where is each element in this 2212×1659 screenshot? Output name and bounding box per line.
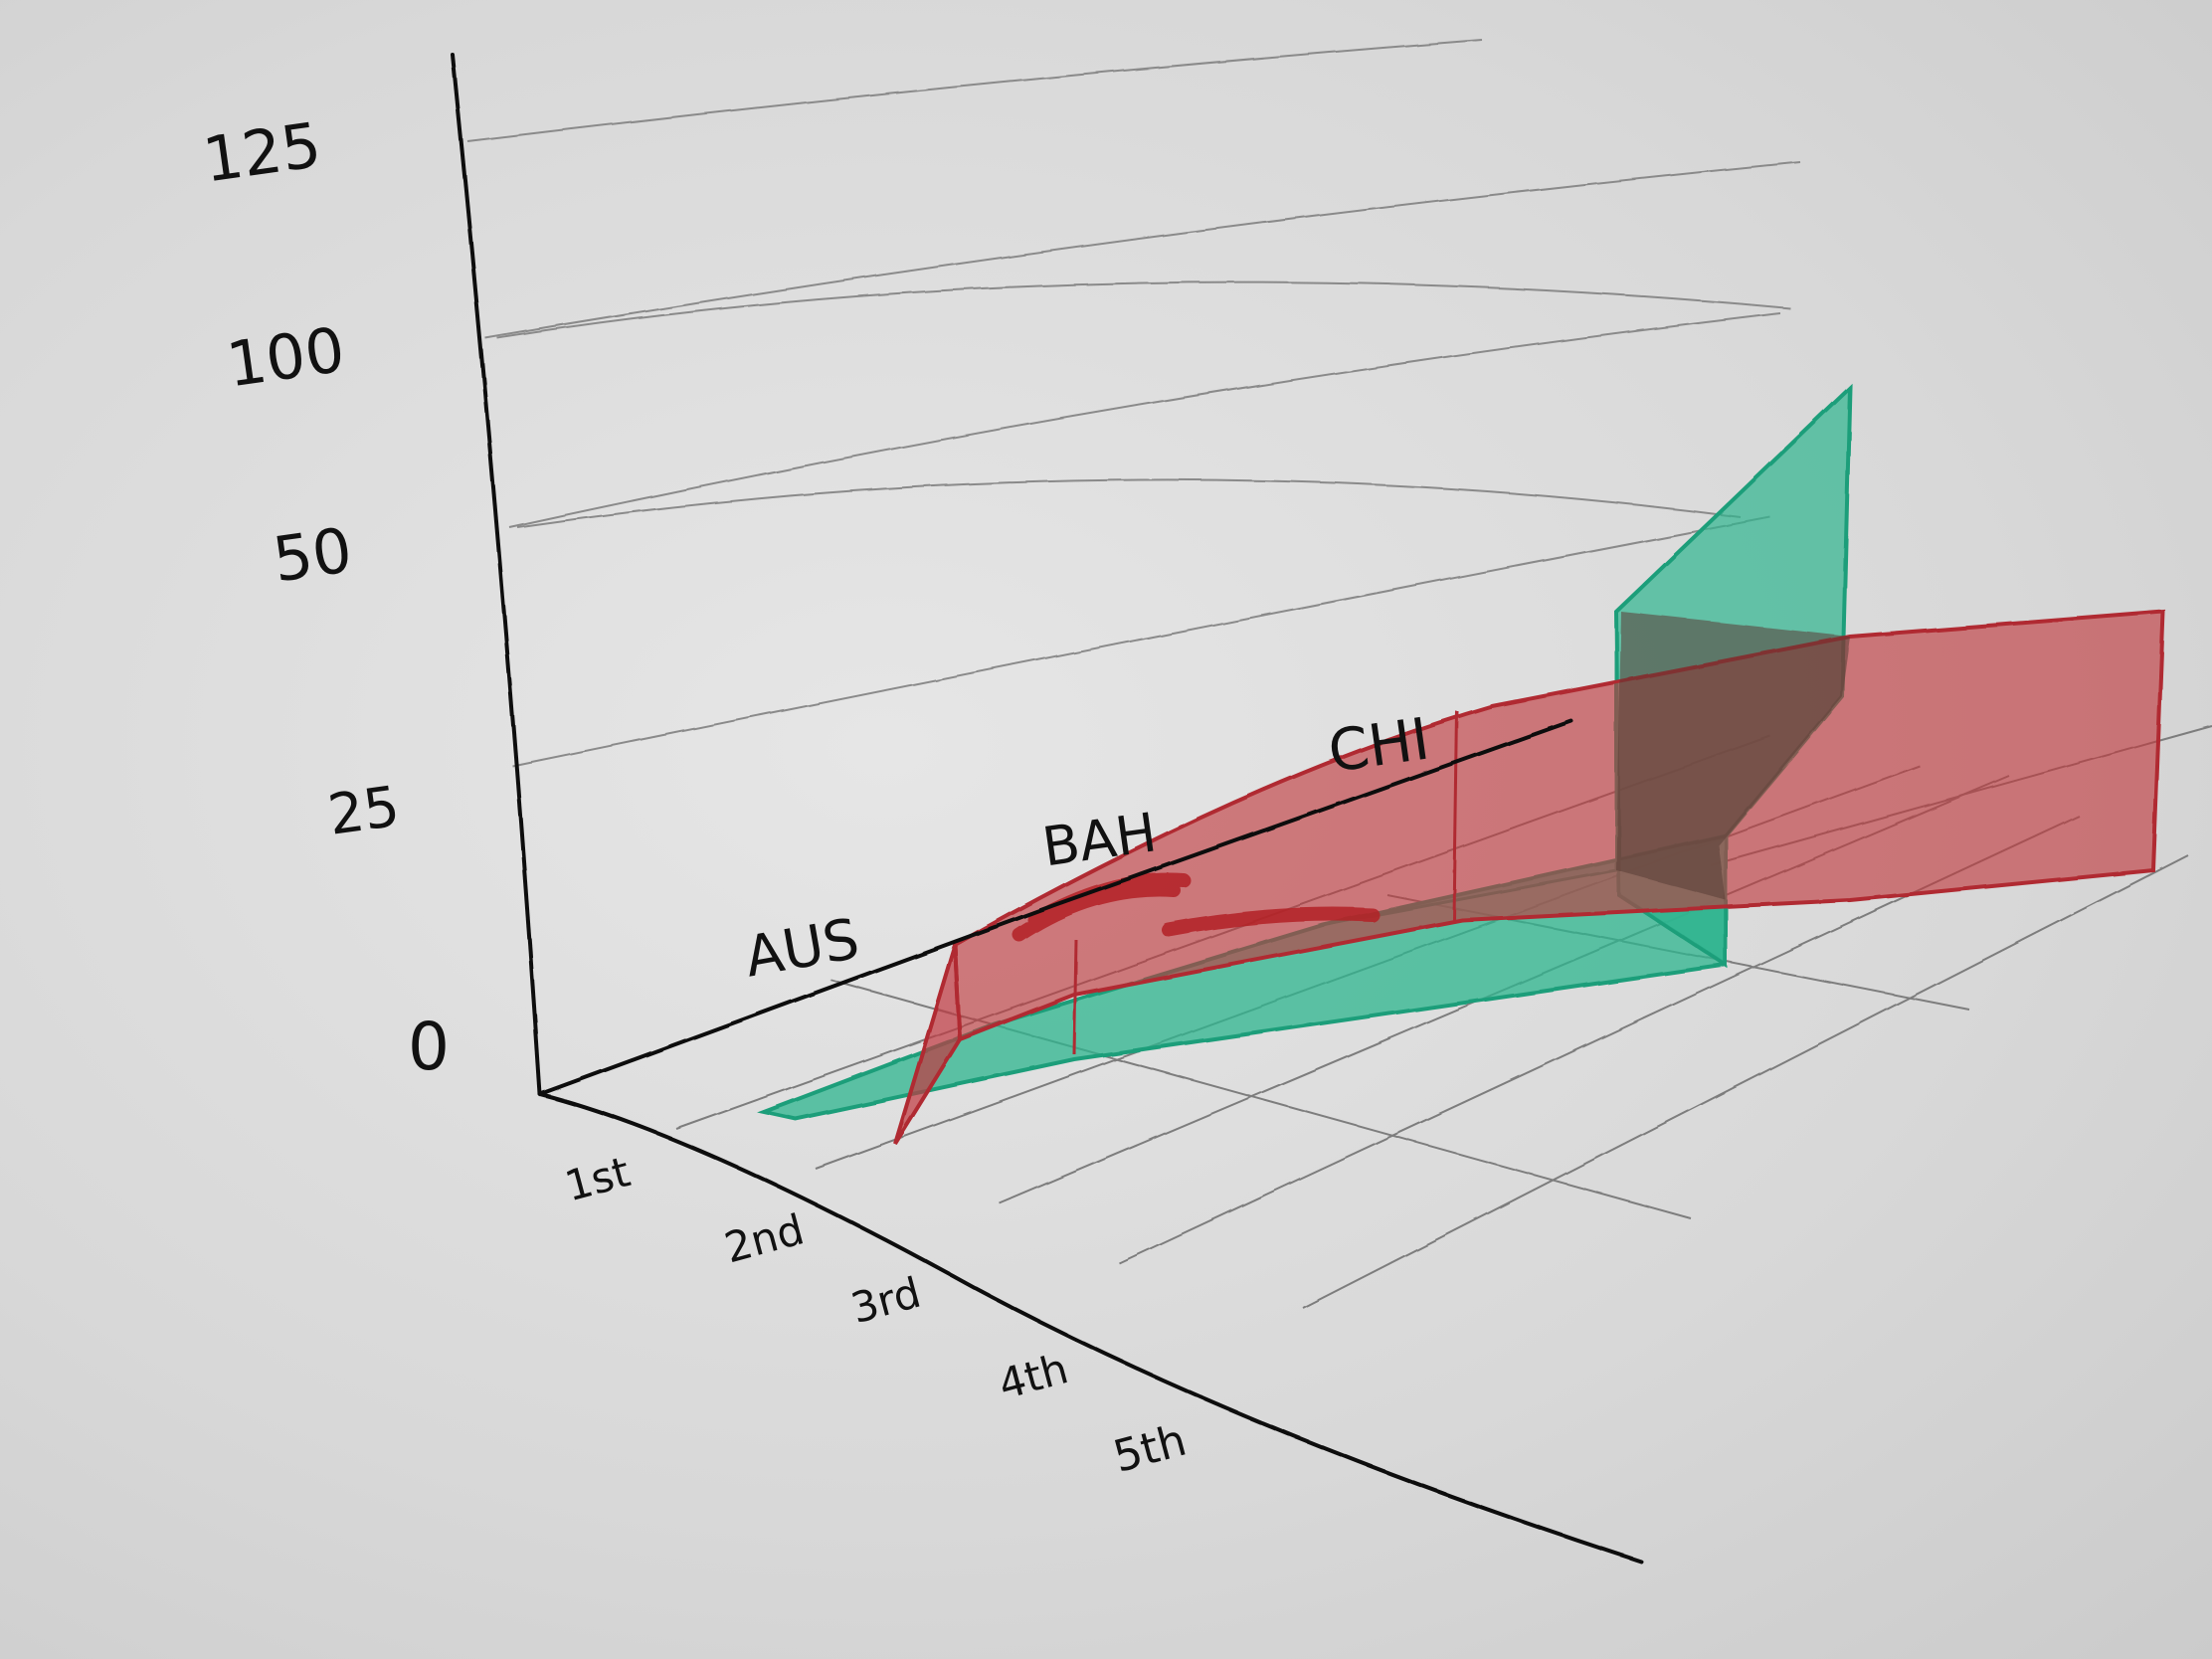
y-tick-label-50: 50 xyxy=(269,513,356,596)
red-ribbon-surface xyxy=(952,609,2166,1042)
gridline-125 xyxy=(466,39,1483,142)
floor-line-5 xyxy=(1302,854,2189,1309)
back-gridlines xyxy=(466,39,1801,767)
y-axis-line xyxy=(451,53,542,1096)
y-tick-label-125: 125 xyxy=(199,108,325,197)
y-tick-label-25: 25 xyxy=(324,775,404,848)
x-tick-label-1st: 1st xyxy=(560,1147,636,1210)
depth-axis-line xyxy=(538,719,1573,1096)
red-ribbon-divider-2 xyxy=(1072,939,1078,1055)
y-tick-label-100: 100 xyxy=(223,313,349,402)
x-tick-label-3rd: 3rd xyxy=(845,1268,925,1333)
gridline-110 xyxy=(484,161,1801,339)
x-tick-label-4th: 4th xyxy=(994,1344,1073,1408)
red-ribbon-divider xyxy=(1452,710,1459,921)
depth-label-chi: CHI xyxy=(1324,704,1433,785)
x-tick-label-2nd: 2nd xyxy=(719,1204,809,1272)
red-ribbon-dark-fold xyxy=(1616,612,1850,900)
depth-tick-labels: AUS BAH CHI xyxy=(740,704,1433,990)
gridline-30 xyxy=(511,516,1771,767)
y-tick-labels: 125 100 50 25 0 xyxy=(199,108,450,1085)
red-ribbon-front xyxy=(893,944,963,1146)
gridline-50 xyxy=(516,478,1742,528)
axes xyxy=(451,53,1643,1564)
gridline-75 xyxy=(508,312,1781,528)
series-red-ribbon xyxy=(893,609,2166,1146)
x-tick-label-5th: 5th xyxy=(1108,1415,1192,1483)
y-tick-label-0: 0 xyxy=(408,1009,450,1085)
depth-label-aus: AUS xyxy=(740,907,863,991)
gridline-100 xyxy=(496,280,1791,339)
red-ribbon-scribble xyxy=(1013,872,1380,942)
x-tick-labels: 1st 2nd 3rd 4th 5th xyxy=(560,1147,1192,1483)
x-axis-line xyxy=(538,1092,1643,1564)
